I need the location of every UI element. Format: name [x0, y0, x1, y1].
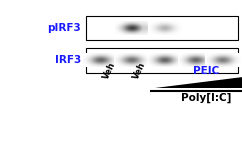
Text: Veh: Veh: [101, 61, 117, 81]
Text: IRF3: IRF3: [55, 55, 81, 65]
Bar: [86, 16, 238, 41]
Text: Poly[I:C]: Poly[I:C]: [181, 92, 232, 103]
Bar: [86, 48, 238, 73]
Text: Veh: Veh: [132, 61, 147, 81]
Text: pIRF3: pIRF3: [47, 23, 81, 33]
Polygon shape: [155, 77, 242, 88]
Text: PEIC: PEIC: [193, 66, 220, 76]
